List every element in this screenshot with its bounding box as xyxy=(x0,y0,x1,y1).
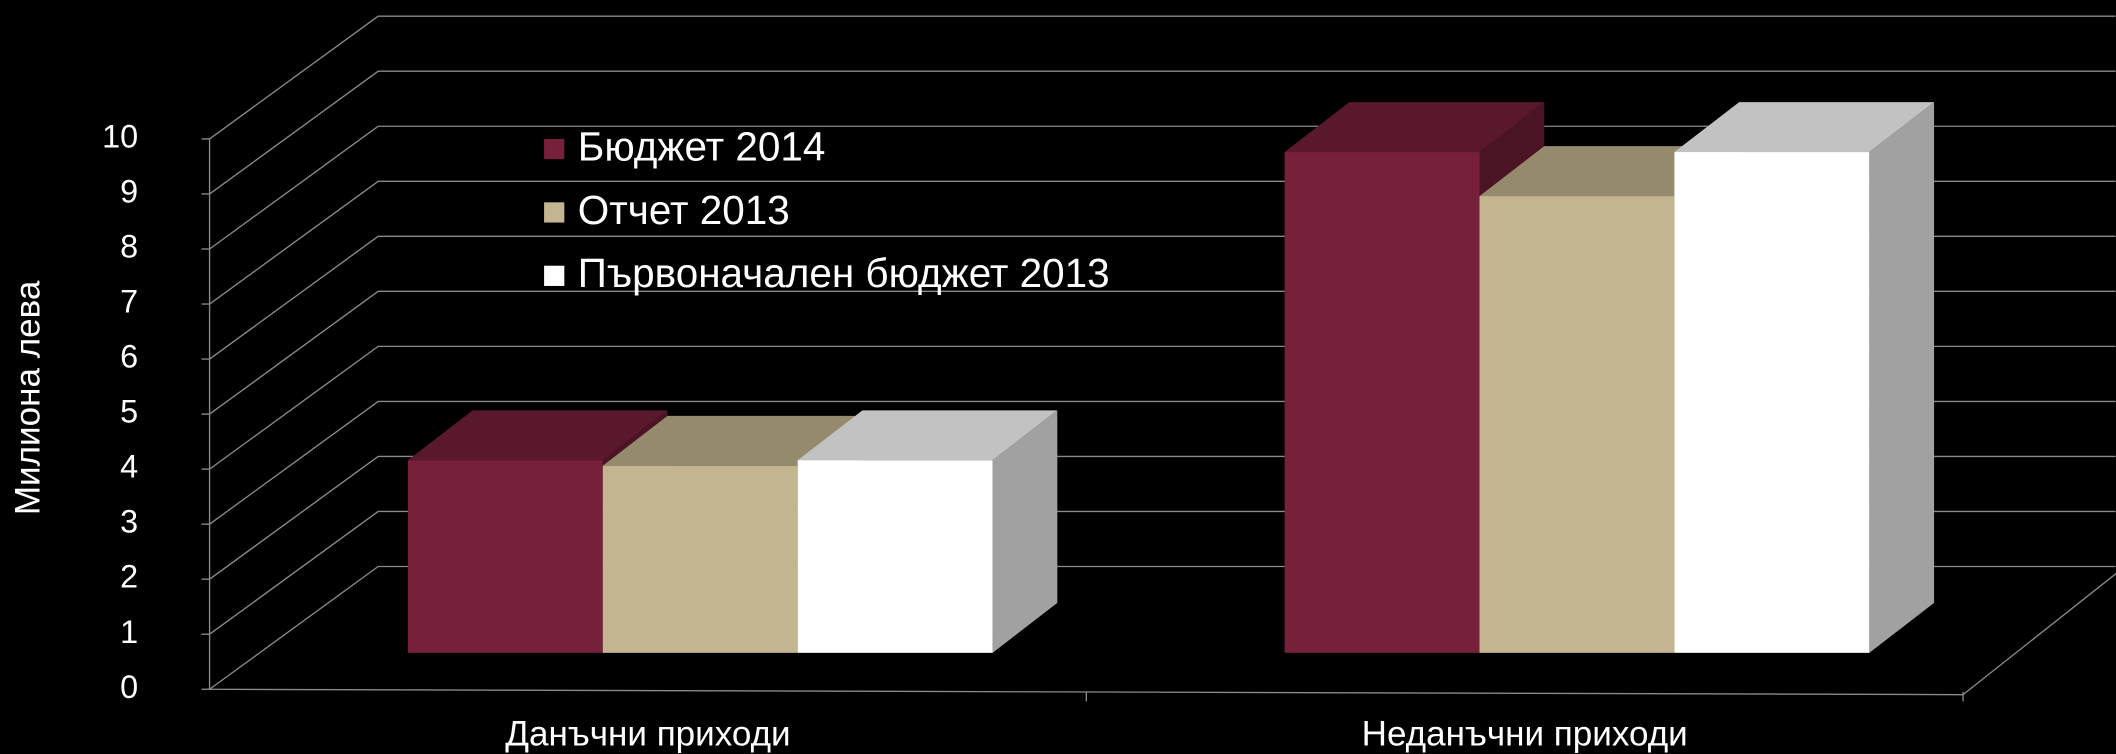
y-tick-label: 0 xyxy=(120,669,138,705)
bar-side xyxy=(992,410,1058,653)
y-tick-label: 5 xyxy=(120,394,138,430)
x-tick-label: Данъчни приходи xyxy=(505,715,790,754)
y-tick-label: 10 xyxy=(102,118,138,154)
y-tick-label: 4 xyxy=(120,449,138,485)
bar-side xyxy=(1869,102,1935,653)
y-axis-label: Милиона лева xyxy=(8,280,47,515)
legend-label: Бюджет 2014 xyxy=(578,123,826,169)
bar xyxy=(602,465,798,653)
legend-swatch xyxy=(544,202,565,223)
bar-top xyxy=(407,410,668,461)
bar-top xyxy=(797,410,1058,461)
bar xyxy=(407,460,603,653)
bar xyxy=(797,460,993,653)
y-tick-label: 7 xyxy=(120,284,138,320)
y-tick-label: 9 xyxy=(120,174,138,210)
bar-top xyxy=(1479,146,1740,197)
grid-line xyxy=(209,15,2116,140)
bar-top xyxy=(1674,102,1935,153)
bar xyxy=(1674,152,1870,653)
bar xyxy=(1284,152,1480,653)
bar xyxy=(1479,196,1675,653)
grid-line xyxy=(209,70,2116,195)
floor-edge xyxy=(1962,572,2116,696)
bar-top xyxy=(602,415,863,466)
legend-swatch xyxy=(544,138,565,160)
y-tick-label: 6 xyxy=(120,339,138,375)
y-tick-label: 8 xyxy=(120,229,138,265)
legend-label: Отчет 2013 xyxy=(578,187,790,233)
x-tick-label: Неданъчни приходи xyxy=(1362,715,1688,754)
y-tick-label: 2 xyxy=(120,559,138,595)
y-tick-label: 1 xyxy=(120,614,138,650)
legend-label: Първоначален бюджет 2013 xyxy=(578,250,1110,296)
y-tick-label: 3 xyxy=(120,504,138,540)
legend-swatch xyxy=(544,265,565,286)
bar-top xyxy=(1284,102,1545,153)
